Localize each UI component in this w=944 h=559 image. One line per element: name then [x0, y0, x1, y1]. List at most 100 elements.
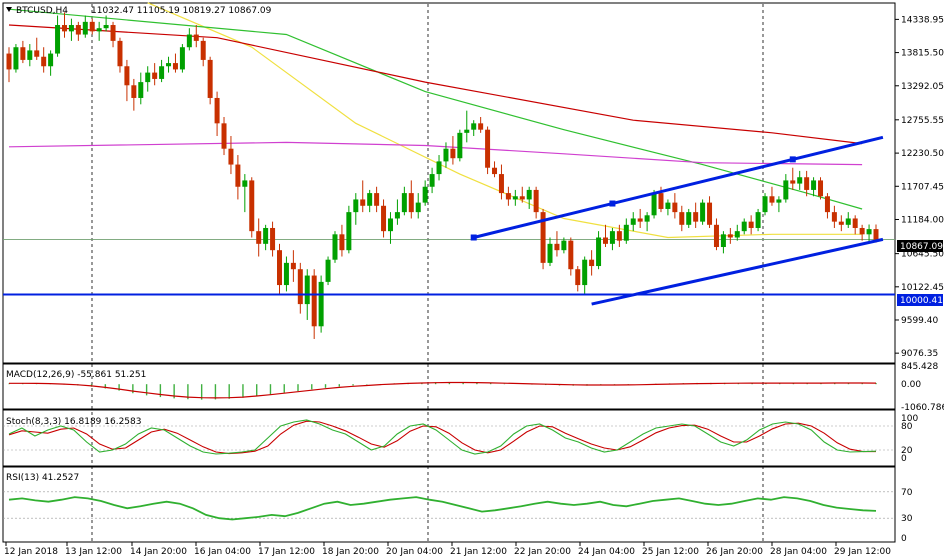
macd-title: MACD(12,26,9) -55.861 51.251	[6, 370, 146, 380]
candle-body	[755, 212, 761, 228]
candle-body	[221, 123, 227, 149]
candle-body	[741, 221, 747, 232]
candle-body	[602, 237, 608, 244]
candle-body	[665, 202, 671, 209]
rsi-tick-label: 30	[901, 514, 913, 524]
stoch-main-line	[8, 419, 877, 455]
lower-channel-trendline[interactable]	[591, 237, 884, 306]
candle-body	[408, 193, 414, 213]
time-tick-label: 13 Jan 12:00	[65, 547, 122, 557]
candle-body	[734, 231, 740, 238]
price-tick-label: 13815.50	[901, 49, 944, 59]
candle-body	[41, 56, 47, 67]
dropdown-triangle-icon[interactable]	[6, 7, 12, 12]
time-tick-label: 28 Jan 04:00	[770, 547, 827, 557]
candle-body	[644, 215, 650, 222]
candle-body	[679, 212, 685, 225]
candle-body	[360, 199, 366, 206]
candle-body	[727, 234, 733, 238]
trendline-anchor-handle[interactable]	[470, 234, 477, 241]
candle-body	[228, 148, 234, 165]
candle-body	[512, 196, 518, 200]
candle-body	[720, 234, 726, 248]
price-tick-label: 10122.45	[901, 283, 944, 293]
candle-body	[505, 193, 511, 200]
candle-body	[450, 148, 456, 159]
candle-body	[172, 63, 178, 70]
candle-body	[82, 21, 88, 35]
macd-tick-label: 0.00	[901, 380, 921, 390]
candle-body	[270, 227, 276, 251]
candle-body	[422, 186, 428, 203]
candle-body	[824, 196, 830, 213]
candle-body	[630, 218, 636, 225]
candle-body	[498, 174, 504, 194]
price-series	[3, 2, 895, 339]
candle-body	[561, 240, 567, 251]
candle-body	[152, 72, 158, 79]
candle-body	[110, 25, 116, 41]
macd-pane[interactable]	[2, 363, 896, 410]
candle-body	[568, 240, 574, 270]
candle-body	[554, 243, 560, 251]
candle-body	[457, 132, 463, 159]
candle-body	[852, 218, 858, 228]
time-tick-label: 21 Jan 12:00	[450, 547, 507, 557]
macd-tick-label: -1060.786	[901, 403, 944, 413]
stoch-pane[interactable]	[2, 409, 896, 467]
stoch-tick-label: 80	[901, 422, 913, 432]
stoch-title: Stoch(8,3,3) 16.8189 16.2583	[6, 417, 141, 427]
price-tick-label: 12230.50	[901, 149, 944, 159]
trendline-anchor-handle[interactable]	[609, 200, 616, 207]
trendline-anchor-handle[interactable]	[789, 156, 796, 163]
candle-body	[713, 224, 719, 248]
candle-body	[866, 229, 872, 235]
level-value: 10000.41	[900, 296, 943, 306]
candle-body	[838, 221, 844, 225]
candle-body	[651, 193, 657, 216]
candle-body	[394, 212, 400, 219]
candle-body	[575, 269, 581, 286]
candle-body	[436, 161, 442, 175]
price-pane[interactable]	[2, 2, 896, 364]
candle-body	[387, 218, 393, 232]
time-tick-label: 25 Jan 12:00	[642, 547, 699, 557]
time-tick-label: 24 Jan 04:00	[578, 547, 635, 557]
candle-body	[748, 221, 754, 228]
candle-body	[249, 180, 255, 232]
candle-body	[637, 218, 643, 222]
current-price-value: 10867.09	[900, 242, 943, 252]
candle-body	[318, 281, 324, 327]
candle-body	[242, 180, 248, 187]
rsi-tick-label: 70	[901, 488, 913, 498]
candle-body	[138, 82, 144, 98]
rsi-tick-label: 0	[901, 534, 907, 544]
price-tick-label: 12755.55	[901, 116, 944, 126]
candle-body	[415, 202, 421, 213]
price-tick-label: 11707.45	[901, 182, 944, 192]
sma-yellow-line	[147, 2, 863, 239]
candle-body	[214, 97, 220, 124]
time-tick-label: 16 Jan 04:00	[194, 547, 251, 557]
candle-body	[353, 199, 359, 213]
time-tick-label: 29 Jan 12:00	[834, 547, 891, 557]
candle-body	[311, 275, 317, 327]
candle-body	[131, 85, 137, 98]
candle-body	[277, 250, 283, 286]
upper-channel-trendline[interactable]	[473, 135, 884, 239]
candle-body	[20, 47, 26, 60]
sma-red-line	[8, 24, 863, 145]
stoch-series	[3, 419, 895, 455]
candle-body	[381, 205, 387, 232]
macd-series	[8, 381, 877, 400]
rsi-pane[interactable]	[2, 466, 896, 543]
candle-body	[75, 25, 81, 35]
time-tick-label: 17 Jan 12:00	[258, 547, 315, 557]
candle-body	[707, 202, 713, 225]
candle-body	[693, 212, 699, 222]
candle-body	[325, 259, 331, 282]
candle-body	[478, 123, 484, 130]
candle-body	[831, 212, 837, 222]
candle-body	[492, 167, 498, 175]
candle-body	[207, 59, 213, 98]
